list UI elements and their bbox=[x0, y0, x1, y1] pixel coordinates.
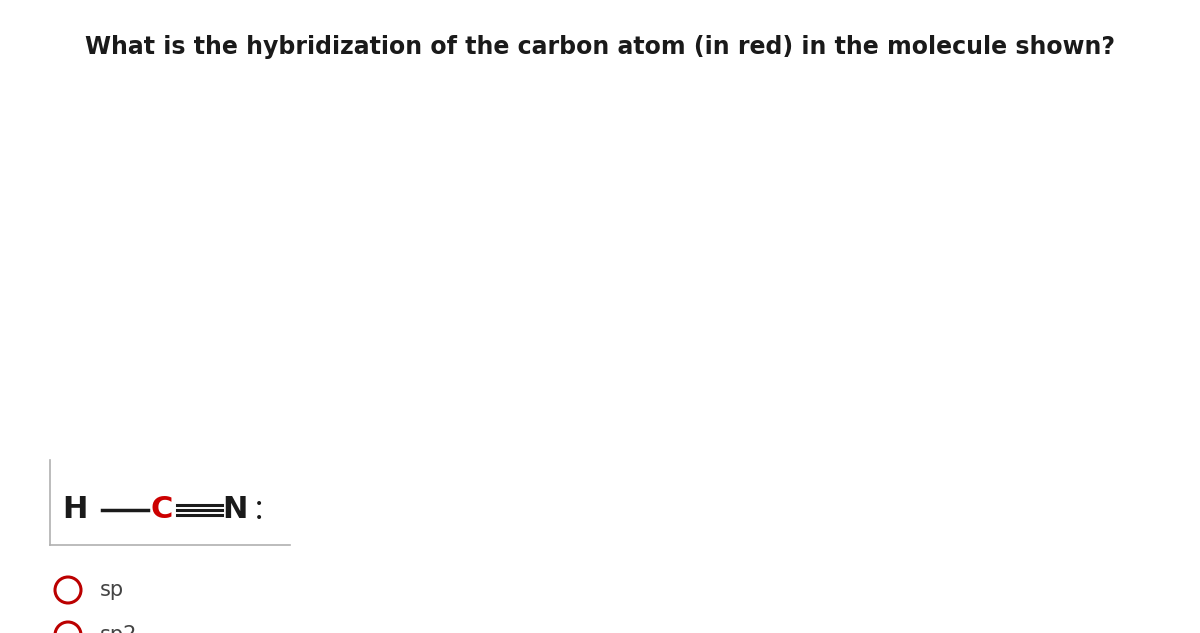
Text: What is the hybridization of the carbon atom (in red) in the molecule shown?: What is the hybridization of the carbon … bbox=[85, 35, 1115, 59]
Text: H: H bbox=[62, 496, 88, 525]
Text: sp2: sp2 bbox=[100, 625, 137, 633]
Text: sp: sp bbox=[100, 580, 124, 600]
Text: •: • bbox=[256, 497, 263, 511]
Text: C: C bbox=[151, 496, 173, 525]
Text: •: • bbox=[256, 511, 263, 525]
Text: N: N bbox=[222, 496, 247, 525]
